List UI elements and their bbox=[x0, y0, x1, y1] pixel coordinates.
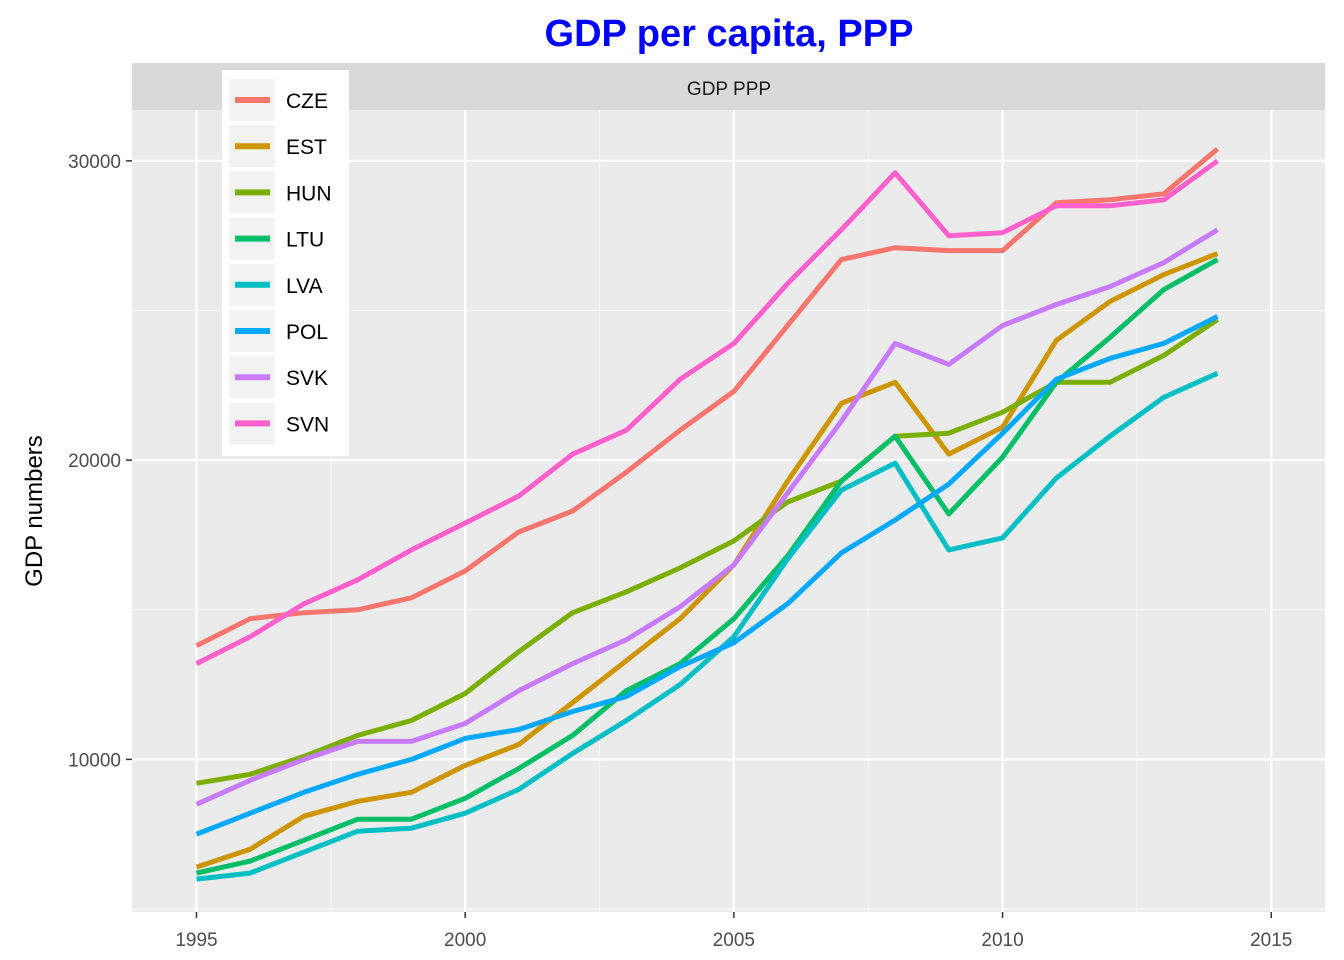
y-axis-title: GDP numbers bbox=[21, 435, 48, 587]
legend-label-svn: SVN bbox=[286, 413, 329, 436]
series-line-svn bbox=[195, 158, 1219, 666]
series-line-pol bbox=[195, 314, 1219, 837]
x-tick-label: 2010 bbox=[981, 930, 1023, 951]
series-line-svk bbox=[195, 227, 1219, 807]
x-tick-label: 2000 bbox=[444, 930, 486, 951]
legend-label-ltu: LTU bbox=[286, 229, 324, 252]
legend-label-svk: SVK bbox=[286, 367, 328, 390]
series-line-ltu bbox=[195, 257, 1219, 876]
x-tick-label: 1995 bbox=[175, 930, 217, 951]
y-axis-ticks: 10000 20000 30000 bbox=[68, 152, 132, 771]
legend: CZE EST HUN LTU LVA POL SVK SVN bbox=[222, 70, 349, 456]
y-tick-label: 30000 bbox=[68, 152, 121, 173]
series-line-est bbox=[195, 251, 1219, 870]
legend-label-est: EST bbox=[286, 136, 327, 159]
x-tick-label: 2015 bbox=[1250, 930, 1292, 951]
x-tick-label: 2005 bbox=[713, 930, 755, 951]
y-tick-label: 10000 bbox=[68, 750, 121, 771]
series-line-lva bbox=[196, 371, 1219, 882]
y-tick-label: 20000 bbox=[68, 451, 121, 472]
legend-label-pol: POL bbox=[286, 321, 328, 344]
chart-title: GDP per capita, PPP bbox=[545, 13, 914, 55]
legend-label-cze: CZE bbox=[286, 90, 328, 113]
x-axis-ticks: 1995 2000 2005 2010 2015 bbox=[175, 912, 1292, 951]
legend-label-lva: LVA bbox=[286, 275, 323, 298]
legend-label-hun: HUN bbox=[286, 182, 332, 205]
facet-strip-label: GDP PPP bbox=[687, 79, 771, 100]
series-lines bbox=[195, 146, 1220, 882]
